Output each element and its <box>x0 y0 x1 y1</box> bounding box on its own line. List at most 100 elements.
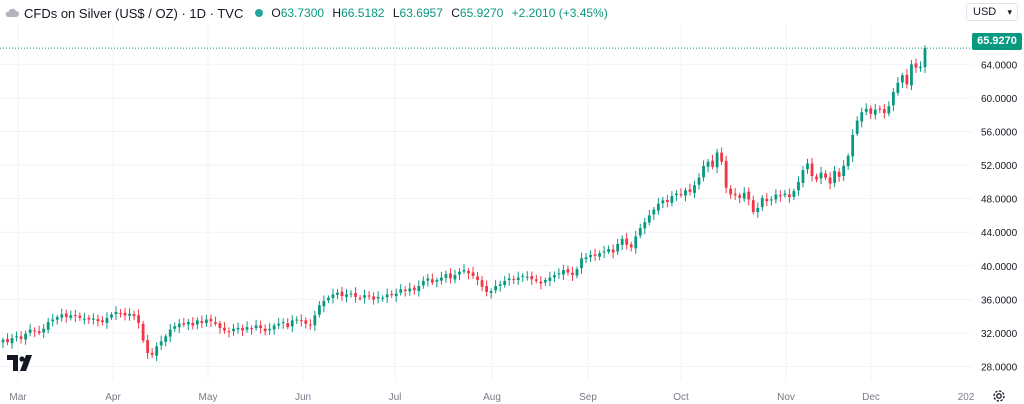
candle <box>82 312 86 325</box>
candle-body <box>394 293 398 297</box>
gear-icon[interactable] <box>992 389 1006 403</box>
grid-lines <box>0 24 972 380</box>
candle <box>747 187 751 206</box>
candle <box>882 103 886 119</box>
candle <box>155 342 159 362</box>
candle-body <box>760 197 764 208</box>
candle <box>69 310 73 321</box>
candle-body <box>263 328 267 332</box>
candle <box>218 320 222 334</box>
time-axis[interactable]: Mar Apr May Jun Jul Aug Sep Oct Nov Dec 202 <box>9 392 974 403</box>
low-key: L <box>392 6 400 20</box>
candle-body <box>602 251 606 253</box>
candle-body <box>715 152 719 168</box>
currency-selector[interactable]: USD ▾ <box>966 3 1018 21</box>
candle <box>340 286 344 301</box>
candle <box>855 116 859 137</box>
candle-body <box>354 293 357 297</box>
time-tick-label: Aug <box>483 392 501 403</box>
candle <box>552 271 556 283</box>
candle <box>191 317 195 330</box>
time-tick-label: May <box>199 392 218 403</box>
candle <box>91 313 95 325</box>
candle-body <box>810 163 814 176</box>
candle <box>259 320 263 334</box>
candle <box>706 159 710 173</box>
candle-body <box>774 194 778 200</box>
candle-body <box>214 322 217 324</box>
candle-body <box>123 312 127 316</box>
candle-body <box>675 193 678 196</box>
candle-body <box>878 108 882 110</box>
candle-body <box>168 329 172 337</box>
symbol-title[interactable]: CFDs on Silver (US$ / OZ) · 1D · TVC <box>24 5 244 21</box>
candle <box>801 165 805 188</box>
candle <box>476 272 479 286</box>
candle <box>661 196 665 208</box>
candle <box>349 290 353 298</box>
candle <box>358 295 362 301</box>
candle <box>304 317 308 329</box>
candle-body <box>453 275 457 280</box>
candle-body <box>589 254 592 258</box>
candle <box>675 189 678 201</box>
candle <box>186 318 190 331</box>
candle-body <box>860 112 864 122</box>
candle-body <box>209 318 213 322</box>
candle-body <box>286 323 290 328</box>
candle <box>263 324 267 336</box>
candle <box>684 187 687 202</box>
tradingview-logo-icon[interactable] <box>7 355 35 371</box>
candle-body <box>426 278 430 281</box>
candle-body <box>458 271 461 275</box>
candle <box>679 188 683 198</box>
candle-body <box>182 323 186 325</box>
candle-body <box>552 275 556 278</box>
candle-body <box>78 315 82 318</box>
candle-body <box>96 319 100 322</box>
candle-body <box>756 207 760 213</box>
candle <box>846 153 850 170</box>
candle-body <box>281 322 285 324</box>
candle <box>37 325 41 336</box>
candle-body <box>503 280 507 286</box>
candle <box>322 295 326 313</box>
candle-body <box>440 277 443 281</box>
candle-body <box>697 177 701 185</box>
candle-body <box>471 272 475 276</box>
candle <box>33 327 37 338</box>
candle-body <box>42 328 46 333</box>
candle-body <box>132 314 136 317</box>
candle <box>873 103 877 120</box>
candle-body <box>254 325 258 329</box>
candle <box>566 265 570 276</box>
price-tick-label: 56.0000 <box>981 127 1018 138</box>
candle-body <box>155 346 159 356</box>
candle-body <box>797 181 800 191</box>
candle-body <box>241 327 244 331</box>
candle <box>580 252 583 274</box>
candle-body <box>186 322 190 325</box>
candle <box>286 318 290 330</box>
candle <box>241 324 244 336</box>
price-axis[interactable]: 28.0000 32.0000 36.0000 40.0000 44.0000 48.00… <box>981 60 1018 373</box>
candle-body <box>327 297 330 301</box>
candle-body <box>119 312 122 314</box>
candle <box>168 323 172 343</box>
candle-body <box>363 295 366 298</box>
candle <box>376 291 380 304</box>
candle-body <box>299 320 303 322</box>
candle <box>824 170 827 181</box>
candle-body <box>444 274 448 278</box>
candle-body <box>688 189 692 192</box>
candle-body <box>891 92 895 106</box>
candle <box>828 172 832 190</box>
candle-body <box>336 292 339 295</box>
candle-body <box>421 280 425 286</box>
candle <box>177 318 181 334</box>
candle-body <box>824 173 827 178</box>
candle <box>788 188 791 203</box>
candle <box>607 245 611 254</box>
candle-body <box>914 63 918 68</box>
